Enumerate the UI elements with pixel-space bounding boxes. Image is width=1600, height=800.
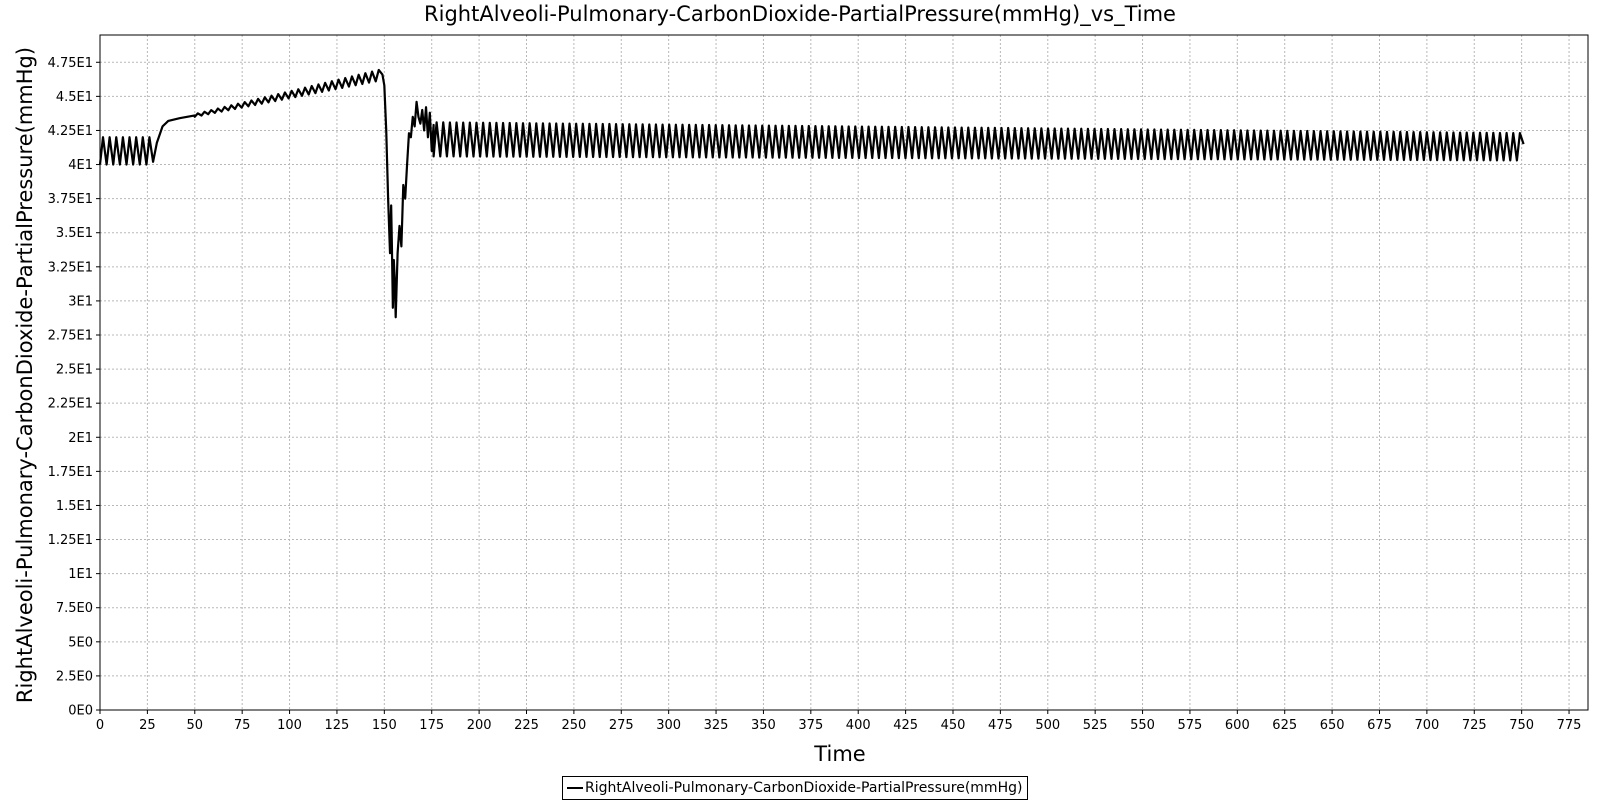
y-tick-label: 4.75E1: [48, 56, 93, 71]
legend-label: RightAlveoli-Pulmonary-CarbonDioxide-Par…: [585, 780, 1023, 796]
y-tick-label: 2.5E1: [56, 363, 93, 378]
x-tick-label: 525: [1083, 718, 1108, 733]
x-tick-label: 150: [372, 718, 397, 733]
x-tick-label: 325: [704, 718, 729, 733]
y-tick-label: 4.5E1: [56, 90, 93, 105]
y-tick-label: 3.75E1: [48, 192, 93, 207]
x-tick-label: 125: [325, 718, 350, 733]
x-tick-label: 0: [96, 718, 104, 733]
y-tick-label: 1.5E1: [56, 499, 93, 514]
chart-title: RightAlveoli-Pulmonary-CarbonDioxide-Par…: [424, 2, 1176, 26]
x-tick-label: 225: [514, 718, 539, 733]
x-tick-label: 750: [1509, 718, 1534, 733]
x-tick-label: 475: [988, 718, 1013, 733]
x-tick-label: 600: [1225, 718, 1250, 733]
x-tick-label: 275: [609, 718, 634, 733]
x-tick-label: 650: [1320, 718, 1345, 733]
series-lines: [98, 68, 1525, 319]
x-tick-label: 175: [419, 718, 444, 733]
x-tick-label: 200: [467, 718, 492, 733]
x-tick-label: 425: [893, 718, 918, 733]
x-tick-label: 300: [656, 718, 681, 733]
x-tick-label: 725: [1462, 718, 1487, 733]
x-tick-label: 500: [1035, 718, 1060, 733]
legend-swatch: [567, 787, 583, 789]
y-tick-label: 4E1: [68, 158, 93, 173]
x-tick-label: 50: [187, 718, 204, 733]
y-tick-label: 3.25E1: [48, 260, 93, 275]
y-tick-label: 4.25E1: [48, 124, 93, 139]
y-tick-label: 2.25E1: [48, 397, 93, 412]
y-tick-label: 3.5E1: [56, 226, 93, 241]
y-tick-label: 1.25E1: [48, 533, 93, 548]
y-tick-label: 7.5E0: [56, 601, 93, 616]
x-tick-label: 450: [941, 718, 966, 733]
y-tick-label: 3E1: [68, 294, 93, 309]
x-tick-label: 250: [561, 718, 586, 733]
series-line-0: [98, 68, 1525, 319]
y-tick-label: 1.75E1: [48, 465, 93, 480]
y-tick-label: 5E0: [68, 635, 93, 650]
y-tick-label: 2E1: [68, 431, 93, 446]
y-tick-label: 0E0: [68, 704, 93, 719]
x-axis-label: Time: [814, 742, 866, 766]
x-tick-label: 550: [1130, 718, 1155, 733]
legend: RightAlveoli-Pulmonary-CarbonDioxide-Par…: [562, 776, 1029, 800]
x-tick-label: 700: [1414, 718, 1439, 733]
x-tick-label: 100: [277, 718, 302, 733]
x-tick-label: 775: [1557, 718, 1582, 733]
x-tick-label: 25: [139, 718, 156, 733]
plot-frame: [99, 34, 1589, 711]
y-tick-label: 1E1: [68, 567, 93, 582]
y-tick-label: 2.5E0: [56, 669, 93, 684]
x-tick-label: 350: [751, 718, 776, 733]
x-tick-label: 375: [798, 718, 823, 733]
x-tick-label: 575: [1178, 718, 1203, 733]
x-tick-label: 75: [234, 718, 251, 733]
x-tick-label: 625: [1272, 718, 1297, 733]
y-tick-label: 2.75E1: [48, 329, 93, 344]
axis-ticks: 0 25 50 75 100 125 150 175 200 225 250 275 300 325 350…: [48, 56, 1582, 733]
x-tick-label: 400: [846, 718, 871, 733]
x-tick-label: 675: [1367, 718, 1392, 733]
